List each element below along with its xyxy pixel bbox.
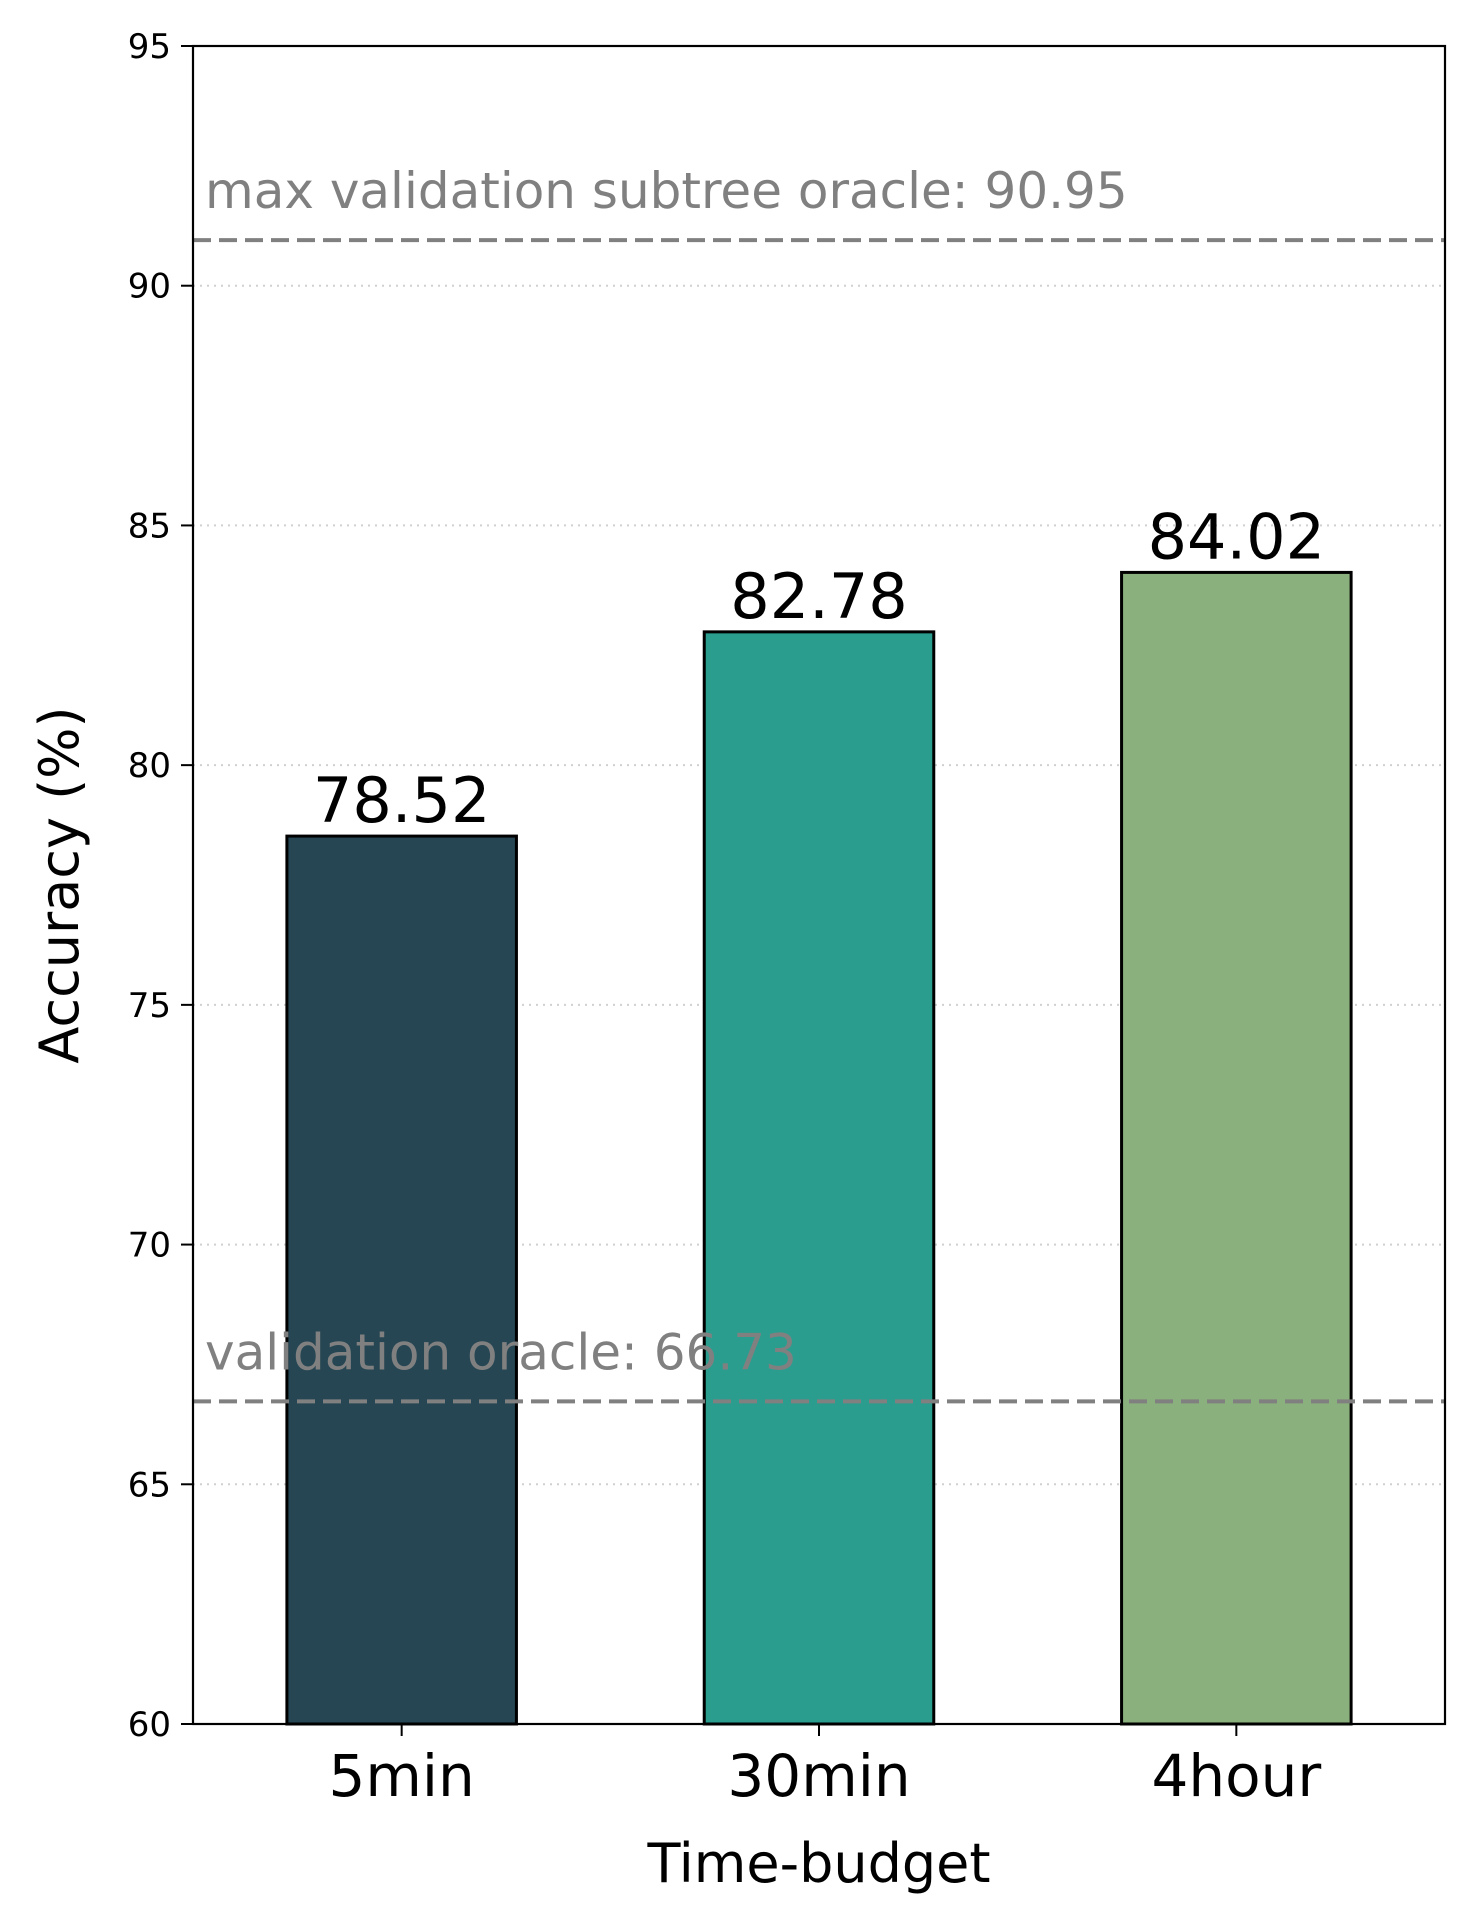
reference-lines: max validation subtree oracle: 90.95 vali… <box>193 162 1445 1404</box>
y-axis: 60 65 70 75 80 85 90 95 <box>128 27 193 1745</box>
bar-4hour <box>1120 570 1353 1726</box>
bar-30min <box>702 630 936 1726</box>
y-tick-label: 75 <box>128 986 171 1026</box>
y-tick-label: 70 <box>128 1226 171 1266</box>
y-tick-label: 90 <box>128 267 171 307</box>
y-axis-label: Accuracy (%) <box>28 706 91 1063</box>
bar-value-label: 82.78 <box>730 560 908 633</box>
bar-value-label: 84.02 <box>1148 500 1326 573</box>
x-tick-label: 5min <box>329 1742 475 1810</box>
bar-5min <box>285 834 518 1726</box>
bars: 78.52 82.78 84.02 <box>285 500 1353 1726</box>
y-tick-label: 85 <box>128 506 171 546</box>
reference-line-label: validation oracle: 66.73 <box>205 1323 797 1381</box>
bar-value-label: 78.52 <box>313 764 491 837</box>
y-tick-label: 80 <box>128 746 171 786</box>
x-axis-label: Time-budget <box>646 1832 990 1895</box>
y-tick-label: 60 <box>128 1705 171 1745</box>
x-axis: 5min 30min 4hour <box>329 1724 1321 1810</box>
y-tick-label: 65 <box>128 1465 171 1505</box>
x-tick-label: 30min <box>727 1742 910 1810</box>
x-tick-label: 4hour <box>1151 1742 1321 1810</box>
reference-line-label: max validation subtree oracle: 90.95 <box>205 162 1128 220</box>
y-tick-label: 95 <box>128 27 171 67</box>
